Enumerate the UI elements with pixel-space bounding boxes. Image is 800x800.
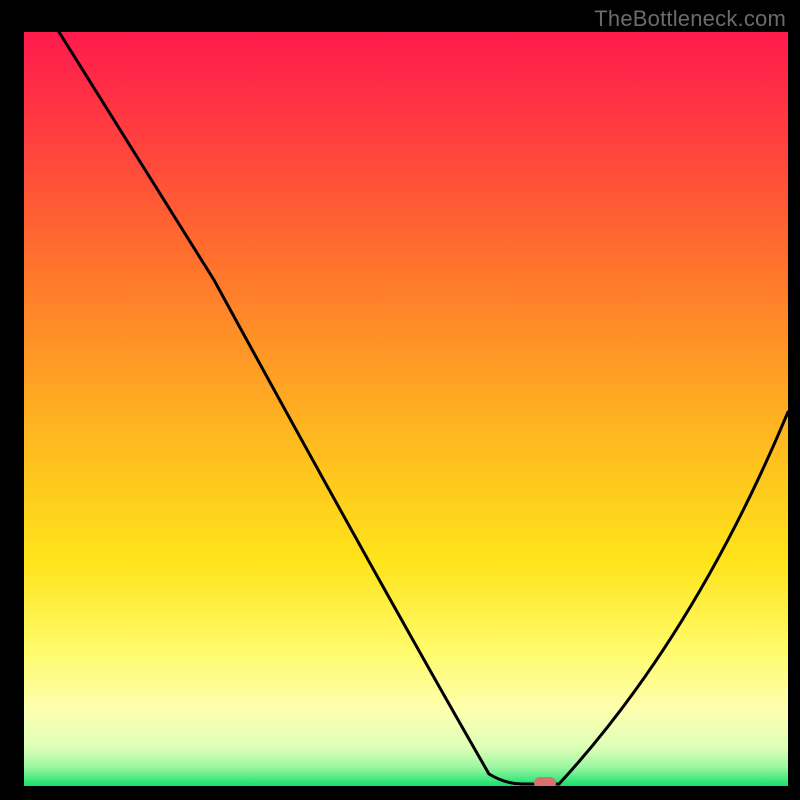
watermark-text: TheBottleneck.com <box>594 6 786 32</box>
plot-area <box>24 32 788 786</box>
sweet-spot-marker <box>534 777 556 786</box>
bottleneck-curve <box>24 32 788 786</box>
chart-frame: TheBottleneck.com <box>0 0 800 800</box>
